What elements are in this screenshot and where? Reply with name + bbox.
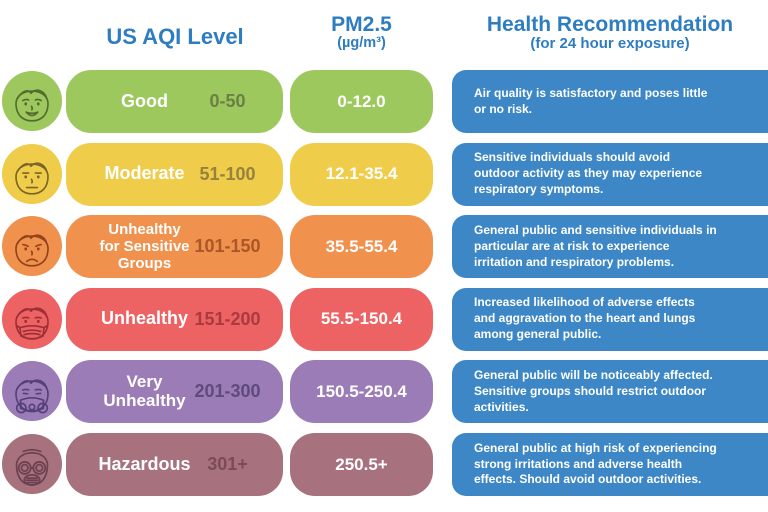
health-recommendation-box: General public at high risk of experienc… bbox=[452, 433, 768, 496]
pm25-header-unit: (µg/m³) bbox=[337, 35, 386, 52]
health-recommendation-text: Air quality is satisfactory and poses li… bbox=[474, 85, 708, 116]
gas-mask-face-icon bbox=[1, 433, 63, 495]
health-recommendation-text: General public will be noticeably affect… bbox=[474, 367, 713, 414]
health-recommendation-text: Increased likelihood of adverse effects … bbox=[474, 295, 696, 342]
pm25-range-value: 35.5-55.4 bbox=[325, 236, 398, 256]
aqi-level-pill: Moderate 51-100 bbox=[66, 142, 283, 206]
health-header-label: Health Recommendation bbox=[486, 13, 734, 36]
column-header-aqi-level: US AQI Level bbox=[106, 24, 244, 49]
aqi-range-value: 301+ bbox=[207, 454, 248, 474]
pm25-pill: 55.5-150.4 bbox=[290, 287, 433, 351]
health-recommendation-box: General public will be noticeably affect… bbox=[452, 360, 768, 424]
aqi-row-unhealthy-sensitive: Unhealthy for Sensitive Groups 101-150 3… bbox=[0, 215, 768, 279]
masked-face-icon bbox=[1, 288, 63, 349]
aqi-range-value: 51-100 bbox=[199, 163, 256, 184]
pm25-pill: 12.1-35.4 bbox=[290, 142, 433, 206]
sad-face-icon bbox=[1, 216, 63, 277]
pm25-range-value: 250.5+ bbox=[335, 454, 388, 474]
aqi-row-very-unhealthy: Very Unhealthy 201-300 150.5-250.4 Gener… bbox=[0, 360, 768, 424]
health-recommendation-box: Sensitive individuals should avoid outdo… bbox=[452, 142, 768, 206]
pm25-range-value: 12.1-35.4 bbox=[325, 164, 398, 184]
aqi-level-pill: Very Unhealthy 201-300 bbox=[66, 360, 283, 424]
column-header-pm25: PM2.5 (µg/m³) bbox=[290, 13, 433, 52]
pm25-range-value: 0-12.0 bbox=[337, 91, 386, 111]
happy-face-icon bbox=[1, 70, 63, 132]
aqi-level-label: Unhealthy for Sensitive Groups bbox=[99, 220, 190, 273]
aqi-range-value: 201-300 bbox=[194, 381, 261, 402]
pm25-pill: 250.5+ bbox=[290, 433, 433, 496]
respirator-face-icon bbox=[1, 361, 63, 422]
pm25-pill: 35.5-55.4 bbox=[290, 215, 433, 279]
aqi-level-label: Hazardous bbox=[98, 453, 191, 474]
aqi-level-pill: Hazardous 301+ bbox=[66, 433, 283, 496]
aqi-level-pill: Unhealthy 151-200 bbox=[66, 287, 283, 351]
pm25-header-label: PM2.5 bbox=[331, 13, 392, 36]
aqi-level-label: Good bbox=[121, 90, 168, 111]
pm25-pill: 150.5-250.4 bbox=[290, 360, 433, 424]
health-recommendation-box: Increased likelihood of adverse effects … bbox=[452, 287, 768, 351]
neutral-face-icon bbox=[1, 143, 63, 204]
aqi-level-pill: Unhealthy for Sensitive Groups 101-150 bbox=[66, 215, 283, 279]
aqi-range-value: 151-200 bbox=[194, 308, 261, 329]
health-header-sub: (for 24 hour exposure) bbox=[530, 35, 690, 53]
aqi-row-hazardous: Hazardous 301+ 250.5+ General public at … bbox=[0, 433, 768, 496]
aqi-row-good: Good 0-50 0-12.0 Air quality is satisfac… bbox=[0, 70, 768, 133]
pm25-pill: 0-12.0 bbox=[290, 70, 433, 133]
aqi-level-pill: Good 0-50 bbox=[66, 70, 283, 133]
pm25-range-value: 150.5-250.4 bbox=[316, 381, 407, 401]
column-header-health: Health Recommendation (for 24 hour expos… bbox=[452, 13, 768, 53]
pm25-range-value: 55.5-150.4 bbox=[320, 309, 403, 329]
health-recommendation-box: Air quality is satisfactory and poses li… bbox=[452, 70, 768, 133]
aqi-range-value: 0-50 bbox=[209, 91, 246, 111]
aqi-level-label: Moderate bbox=[104, 163, 185, 184]
health-recommendation-box: General public and sensitive individuals… bbox=[452, 215, 768, 279]
aqi-level-label: Very Unhealthy bbox=[103, 372, 186, 410]
health-recommendation-text: General public at high risk of experienc… bbox=[474, 440, 717, 487]
health-recommendation-text: General public and sensitive individuals… bbox=[474, 222, 717, 269]
aqi-row-unhealthy: Unhealthy 151-200 55.5-150.4 Increased l… bbox=[0, 287, 768, 351]
health-recommendation-text: Sensitive individuals should avoid outdo… bbox=[474, 150, 703, 197]
aqi-range-value: 101-150 bbox=[194, 236, 261, 257]
aqi-level-label: Unhealthy bbox=[100, 308, 188, 329]
aqi-row-moderate: Moderate 51-100 12.1-35.4 Sensitive indi… bbox=[0, 142, 768, 206]
